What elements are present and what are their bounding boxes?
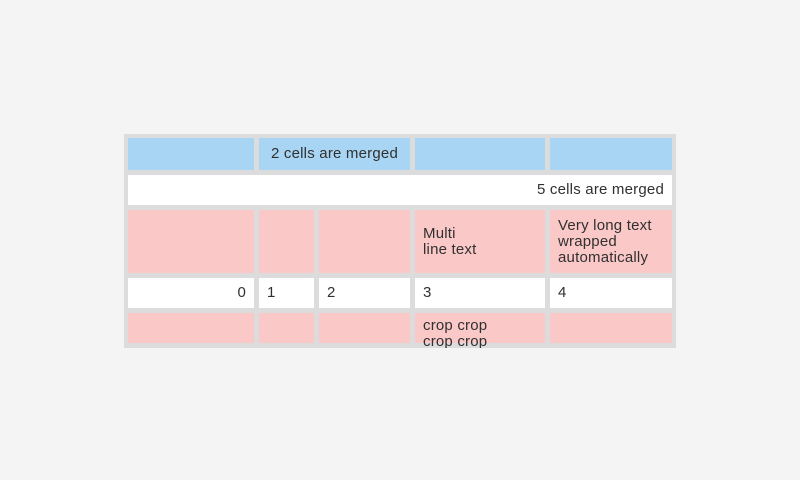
pink-cell-r3c2 bbox=[259, 210, 314, 273]
wrapped-text: Very long text wrapped automatically bbox=[558, 216, 652, 266]
number-cell-1: 1 bbox=[259, 278, 314, 308]
header-cell-r1c5 bbox=[550, 138, 672, 170]
wrapped-text-cell: Very long text wrapped automatically bbox=[550, 210, 672, 273]
merged-2-cells-cell: 2 cells are merged bbox=[259, 138, 410, 170]
crop-text: crop crop crop crop bbox=[423, 317, 488, 349]
pink-cell-r5c1 bbox=[128, 313, 254, 343]
pink-cell-r3c3 bbox=[319, 210, 410, 273]
multi-line-text-cell: Multi line text bbox=[415, 210, 545, 273]
header-cell-r1c1 bbox=[128, 138, 254, 170]
number-cell-3: 3 bbox=[415, 278, 545, 308]
header-cell-r1c4 bbox=[415, 138, 545, 170]
pink-cell-r5c2 bbox=[259, 313, 314, 343]
number-cell-0: 0 bbox=[128, 278, 254, 308]
pink-cell-r3c1 bbox=[128, 210, 254, 273]
crop-text-cell: crop crop crop crop bbox=[415, 313, 545, 348]
merged-cells-table: 2 cells are merged 5 cells are merged Mu… bbox=[124, 134, 676, 348]
pink-cell-r5c5 bbox=[550, 313, 672, 343]
number-cell-2: 2 bbox=[319, 278, 410, 308]
merged-5-cells-cell: 5 cells are merged bbox=[128, 175, 672, 205]
pink-cell-r5c3 bbox=[319, 313, 410, 343]
number-cell-4: 4 bbox=[550, 278, 672, 308]
